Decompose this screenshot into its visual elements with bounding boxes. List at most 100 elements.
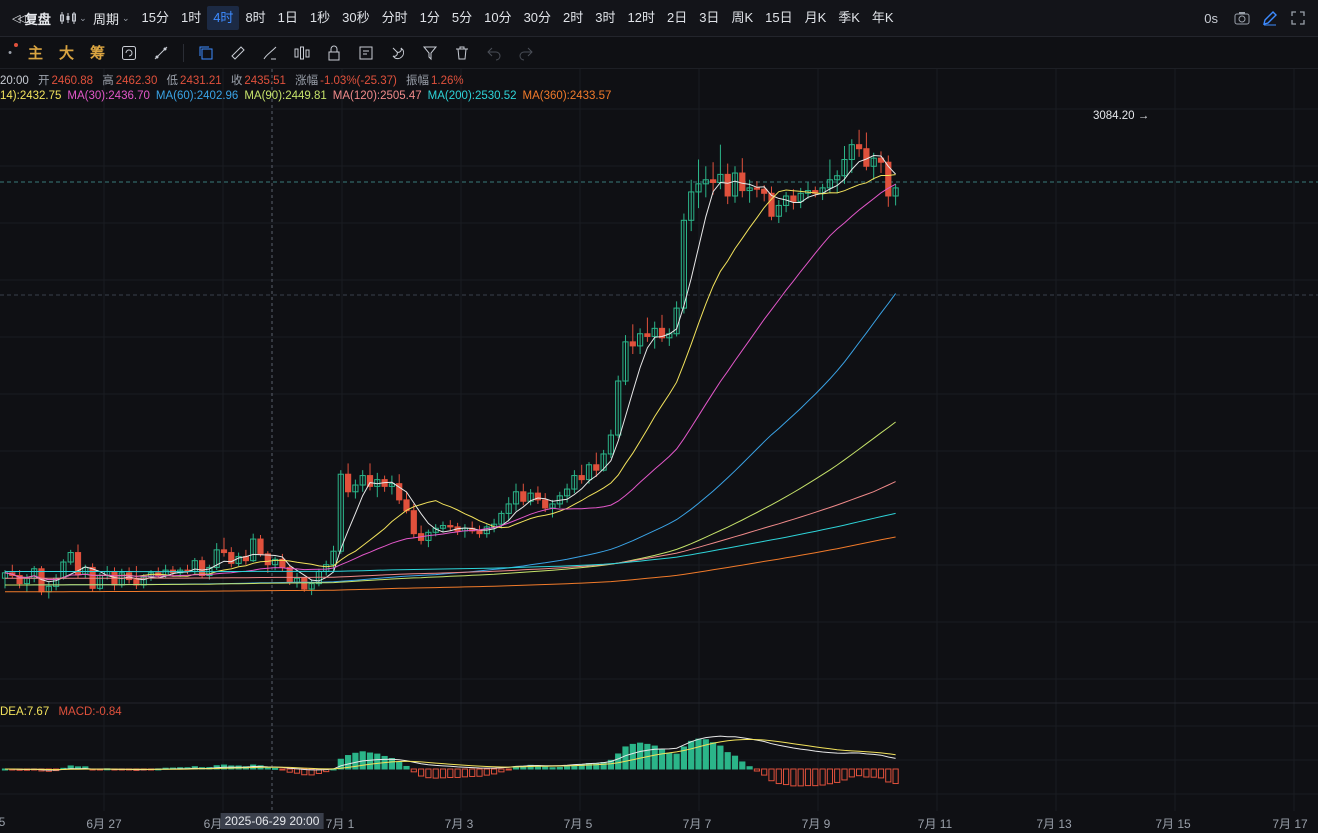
timeframe-option[interactable]: 3时 bbox=[595, 10, 616, 25]
timeframe-option[interactable]: 5分 bbox=[451, 10, 473, 25]
ma-legend-item: MA(60):2402.96 bbox=[155, 90, 239, 102]
candle-body bbox=[257, 538, 264, 555]
candle-body bbox=[74, 552, 82, 575]
macd-bar bbox=[834, 768, 841, 783]
timeframe-option[interactable]: 2时 bbox=[563, 10, 584, 25]
timeframe-option[interactable]: 30分 bbox=[523, 10, 552, 25]
timeframe-option[interactable]: 周K bbox=[731, 10, 754, 25]
timeframe-option[interactable]: 1秒 bbox=[309, 10, 331, 25]
drawing-toolbar: • 主 大 筹 bbox=[0, 37, 1318, 69]
timeframe-option[interactable]: 季K bbox=[838, 10, 860, 25]
timeframe-option[interactable]: 分时 bbox=[381, 10, 408, 25]
undo-icon[interactable] bbox=[478, 39, 510, 67]
macd-bar bbox=[264, 767, 271, 770]
low-label: 低 bbox=[166, 75, 179, 87]
timeframe-option[interactable]: 1时 bbox=[180, 10, 202, 25]
price-chart[interactable] bbox=[0, 69, 1318, 811]
ma-legend-item: MA(120):2505.47 bbox=[332, 90, 422, 102]
tab-big-order[interactable]: 大 bbox=[59, 45, 75, 62]
macd-bar bbox=[870, 768, 877, 778]
chart-type-button[interactable]: ⌄ bbox=[59, 6, 87, 30]
x-axis-tick: 7月 17 bbox=[1272, 817, 1308, 831]
timeframe-option[interactable]: 3日 bbox=[699, 10, 720, 25]
pattern-icon[interactable] bbox=[286, 39, 318, 67]
timeframe-option[interactable]: 1日 bbox=[277, 10, 298, 25]
brush-icon[interactable] bbox=[254, 39, 286, 67]
timeframe-option[interactable]: 8时 bbox=[245, 10, 266, 25]
amplitude-value: 1.26% bbox=[431, 75, 464, 87]
x-axis: 5 6月 27 6月 7月 1 7月 3 7月 5 7月 7 7月 9 7月 11 7月 13 7月… bbox=[0, 811, 1318, 833]
macd-bar bbox=[564, 766, 571, 770]
tab-main-indicator[interactable]: 主 bbox=[28, 45, 44, 62]
macd-bar bbox=[841, 768, 848, 781]
more-menu-icon[interactable]: • bbox=[0, 42, 20, 59]
timeframe-option[interactable]: 4时 bbox=[207, 6, 240, 30]
macd-bar bbox=[753, 768, 760, 772]
trash-icon[interactable] bbox=[446, 39, 478, 67]
ohlc-time: 20:00 bbox=[0, 75, 29, 87]
candle-body bbox=[607, 434, 614, 455]
period-dropdown[interactable]: 周期 ⌄ bbox=[87, 9, 136, 28]
macd-bar bbox=[666, 752, 673, 770]
candle-body bbox=[885, 161, 892, 197]
camera-icon[interactable] bbox=[1228, 6, 1256, 30]
candle-body bbox=[366, 475, 374, 487]
timeframe-option[interactable]: 10分 bbox=[484, 10, 512, 25]
macd-bar bbox=[600, 762, 607, 770]
copy-layout-icon[interactable] bbox=[190, 39, 222, 67]
ma-legend-item: MA(30):2436.70 bbox=[67, 90, 150, 102]
fullscreen-icon[interactable] bbox=[1284, 6, 1312, 30]
macd-bar bbox=[447, 768, 454, 779]
timeframe-option[interactable]: 月K bbox=[804, 10, 827, 25]
candle-body bbox=[841, 159, 848, 177]
magnet-icon[interactable] bbox=[382, 39, 414, 67]
ma90-line bbox=[5, 421, 896, 586]
candle-body bbox=[856, 144, 863, 150]
timeframe-option[interactable]: 15日 bbox=[765, 10, 793, 25]
tab-chips[interactable]: 筹 bbox=[90, 45, 106, 62]
macd-bar bbox=[804, 768, 812, 787]
timeframe-option[interactable]: 2日 bbox=[666, 10, 688, 25]
candle-body bbox=[396, 483, 403, 501]
candle-body bbox=[498, 512, 505, 525]
redo-icon[interactable] bbox=[510, 39, 542, 67]
timeframe-option[interactable]: 15分 bbox=[141, 10, 169, 25]
macd-bar bbox=[585, 763, 593, 770]
macd-bar bbox=[542, 766, 549, 770]
note-icon[interactable] bbox=[350, 39, 382, 67]
macd-bar bbox=[885, 768, 892, 783]
measure-icon[interactable] bbox=[145, 39, 177, 67]
macd-bar bbox=[432, 768, 439, 779]
filter-icon[interactable] bbox=[414, 39, 446, 67]
ohlc-legend: 20:00 开 2460.88 高 2462.30 低 2431.21 收 2435.5… bbox=[0, 72, 470, 88]
ma-line-white bbox=[4, 154, 896, 583]
candle-body bbox=[834, 175, 841, 181]
refresh-indicator-icon[interactable] bbox=[113, 39, 145, 67]
macd-bar bbox=[746, 766, 753, 770]
macd-bar bbox=[826, 768, 833, 785]
candle-body bbox=[228, 552, 235, 564]
timeframe-option[interactable]: 12时 bbox=[627, 10, 655, 25]
ruler-icon[interactable] bbox=[222, 39, 254, 67]
candle-body bbox=[345, 473, 352, 493]
candlestick-icon bbox=[60, 12, 77, 24]
chart-area[interactable]: 20:00 开 2460.88 高 2462.30 低 2431.21 收 2435.5… bbox=[0, 69, 1318, 833]
open-value: 2460.88 bbox=[51, 75, 94, 87]
macd-bar bbox=[308, 768, 315, 776]
chevron-down-icon: ⌄ bbox=[79, 12, 87, 23]
draw-pen-icon[interactable] bbox=[1256, 6, 1284, 30]
lock-icon[interactable] bbox=[318, 39, 350, 67]
replay-button[interactable]: ◁◁ 复盘 bbox=[0, 9, 59, 28]
macd-bar bbox=[622, 746, 629, 770]
macd-bar bbox=[425, 768, 432, 779]
candle-body bbox=[359, 475, 366, 486]
candle-body bbox=[746, 187, 753, 192]
timeframe-option[interactable]: 1分 bbox=[419, 10, 440, 25]
macd-bar bbox=[439, 768, 447, 779]
timeframe-option[interactable]: 30秒 bbox=[342, 10, 370, 25]
timeframe-option[interactable]: 年K bbox=[871, 10, 894, 25]
ma14-line bbox=[4, 174, 896, 581]
macd-bar bbox=[797, 768, 804, 787]
x-axis-tick: 6月 bbox=[203, 817, 223, 831]
macd-bar bbox=[396, 761, 403, 770]
